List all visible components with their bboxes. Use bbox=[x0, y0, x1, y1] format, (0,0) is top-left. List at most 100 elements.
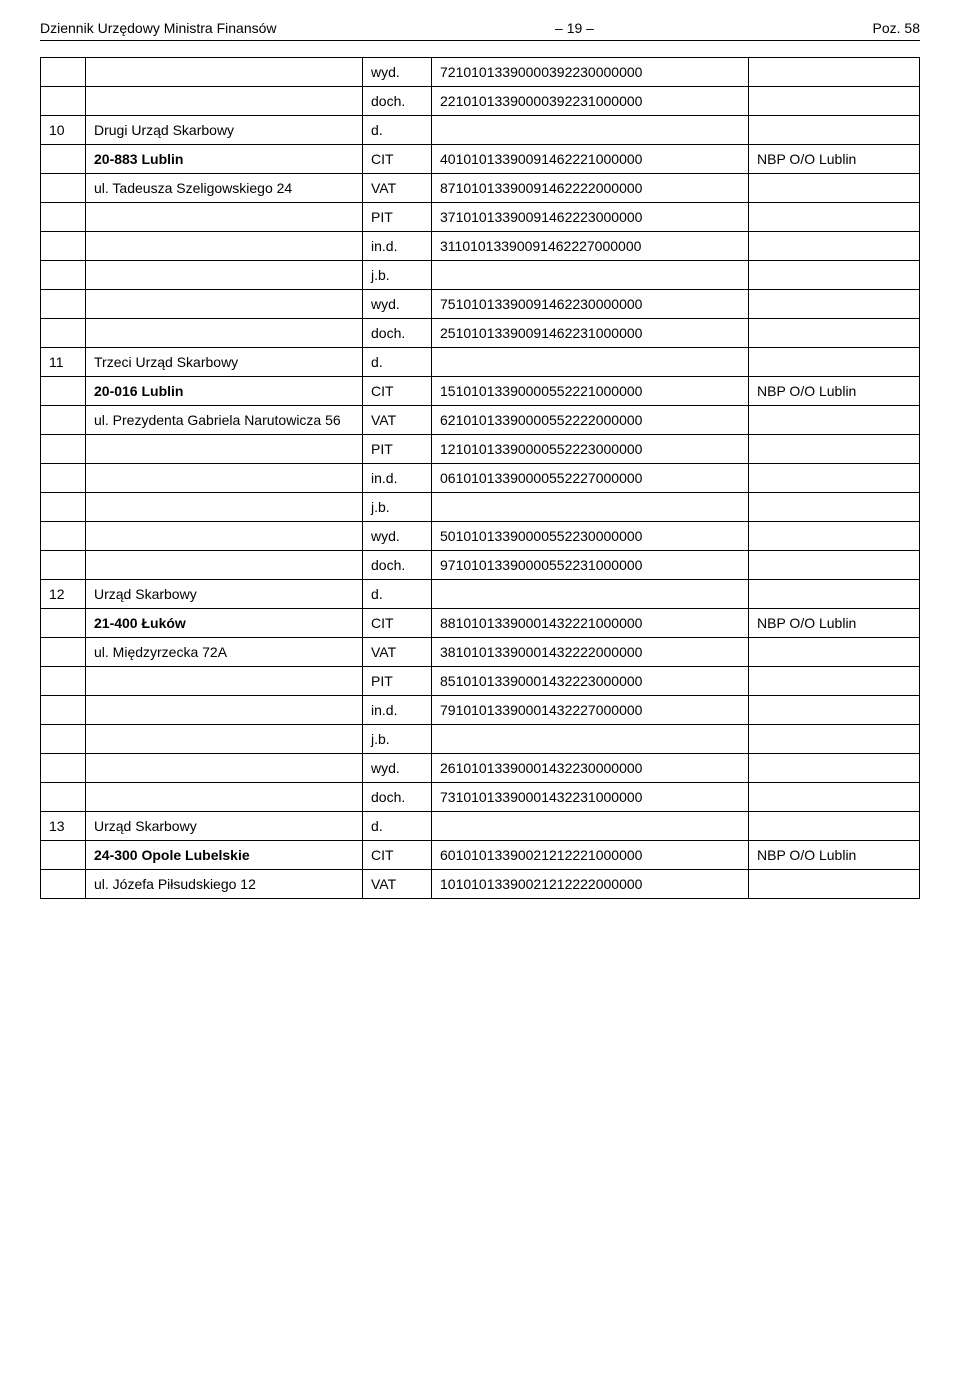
cell-number: 88101013390001432221000000 bbox=[432, 609, 749, 638]
cell-city: 21-400 Łuków bbox=[86, 609, 363, 638]
cell-title: Urząd Skarbowy bbox=[86, 580, 363, 609]
cell-bank bbox=[749, 58, 920, 87]
main-table: wyd.72101013390000392230000000doch.22101… bbox=[40, 57, 920, 899]
cell-address: ul. Prezydenta Gabriela Narutowicza 56 bbox=[86, 406, 363, 435]
table-row: PIT37101013390091462223000000 bbox=[41, 203, 920, 232]
cell-bank bbox=[749, 116, 920, 145]
table-row-title: 12Urząd Skarbowyd. bbox=[41, 580, 920, 609]
cell-name bbox=[86, 783, 363, 812]
cell-code: VAT bbox=[363, 638, 432, 667]
cell-name bbox=[86, 551, 363, 580]
cell-bank bbox=[749, 493, 920, 522]
cell-number: 12101013390000552223000000 bbox=[432, 435, 749, 464]
cell-bank bbox=[749, 261, 920, 290]
cell-idx bbox=[41, 203, 86, 232]
cell-name bbox=[86, 754, 363, 783]
cell-bank bbox=[749, 696, 920, 725]
table-row-cit: 20-883 LublinCIT401010133900914622210000… bbox=[41, 145, 920, 174]
cell-idx bbox=[41, 696, 86, 725]
cell-bank: NBP O/O Lublin bbox=[749, 145, 920, 174]
cell-code: PIT bbox=[363, 203, 432, 232]
cell-city: 24-300 Opole Lubelskie bbox=[86, 841, 363, 870]
table-row-title: 13Urząd Skarbowyd. bbox=[41, 812, 920, 841]
cell-idx bbox=[41, 667, 86, 696]
cell-bank bbox=[749, 406, 920, 435]
cell-name bbox=[86, 261, 363, 290]
table-row-cit: 24-300 Opole LubelskieCIT601010133900212… bbox=[41, 841, 920, 870]
cell-name bbox=[86, 290, 363, 319]
table-row: PIT85101013390001432223000000 bbox=[41, 667, 920, 696]
cell-name bbox=[86, 87, 363, 116]
header-right: Poz. 58 bbox=[873, 20, 920, 36]
cell-code: d. bbox=[363, 580, 432, 609]
cell-code: doch. bbox=[363, 551, 432, 580]
cell-number bbox=[432, 116, 749, 145]
cell-number: 38101013390001432222000000 bbox=[432, 638, 749, 667]
cell-idx bbox=[41, 87, 86, 116]
cell-code: j.b. bbox=[363, 493, 432, 522]
header-center: – 19 – bbox=[555, 20, 594, 36]
cell-bank bbox=[749, 754, 920, 783]
cell-bank bbox=[749, 290, 920, 319]
cell-number: 06101013390000552227000000 bbox=[432, 464, 749, 493]
table-row: j.b. bbox=[41, 725, 920, 754]
cell-bank bbox=[749, 319, 920, 348]
cell-number: 26101013390001432230000000 bbox=[432, 754, 749, 783]
cell-bank bbox=[749, 522, 920, 551]
cell-address: ul. Józefa Piłsudskiego 12 bbox=[86, 870, 363, 899]
table-row: doch.73101013390001432231000000 bbox=[41, 783, 920, 812]
table-row-vat: ul. Tadeusza Szeligowskiego 24VAT8710101… bbox=[41, 174, 920, 203]
cell-number: 10101013390021212222000000 bbox=[432, 870, 749, 899]
cell-name bbox=[86, 667, 363, 696]
cell-title: Drugi Urząd Skarbowy bbox=[86, 116, 363, 145]
cell-idx bbox=[41, 464, 86, 493]
cell-number: 79101013390001432227000000 bbox=[432, 696, 749, 725]
header-left: Dziennik Urzędowy Ministra Finansów bbox=[40, 20, 277, 36]
cell-code: VAT bbox=[363, 406, 432, 435]
table-row: in.d.31101013390091462227000000 bbox=[41, 232, 920, 261]
cell-bank bbox=[749, 174, 920, 203]
cell-code: CIT bbox=[363, 145, 432, 174]
cell-name bbox=[86, 232, 363, 261]
cell-code: wyd. bbox=[363, 754, 432, 783]
table-row: in.d.79101013390001432227000000 bbox=[41, 696, 920, 725]
cell-code: d. bbox=[363, 116, 432, 145]
cell-number bbox=[432, 348, 749, 377]
cell-bank bbox=[749, 638, 920, 667]
cell-code: CIT bbox=[363, 377, 432, 406]
cell-code: PIT bbox=[363, 435, 432, 464]
cell-idx bbox=[41, 232, 86, 261]
cell-code: VAT bbox=[363, 174, 432, 203]
cell-bank bbox=[749, 783, 920, 812]
cell-code: d. bbox=[363, 348, 432, 377]
table-row: PIT12101013390000552223000000 bbox=[41, 435, 920, 464]
cell-number bbox=[432, 580, 749, 609]
cell-idx bbox=[41, 783, 86, 812]
cell-code: wyd. bbox=[363, 58, 432, 87]
cell-idx bbox=[41, 522, 86, 551]
table-row: wyd.26101013390001432230000000 bbox=[41, 754, 920, 783]
table-row-title: 10Drugi Urząd Skarbowyd. bbox=[41, 116, 920, 145]
cell-idx: 12 bbox=[41, 580, 86, 609]
cell-code: d. bbox=[363, 812, 432, 841]
cell-bank bbox=[749, 667, 920, 696]
cell-idx: 11 bbox=[41, 348, 86, 377]
cell-idx bbox=[41, 493, 86, 522]
cell-idx bbox=[41, 58, 86, 87]
cell-number: 15101013390000552221000000 bbox=[432, 377, 749, 406]
cell-number: 73101013390001432231000000 bbox=[432, 783, 749, 812]
cell-idx bbox=[41, 435, 86, 464]
cell-number: 40101013390091462221000000 bbox=[432, 145, 749, 174]
cell-idx bbox=[41, 725, 86, 754]
cell-number: 85101013390001432223000000 bbox=[432, 667, 749, 696]
table-row: in.d.06101013390000552227000000 bbox=[41, 464, 920, 493]
cell-name bbox=[86, 696, 363, 725]
cell-number: 62101013390000552222000000 bbox=[432, 406, 749, 435]
table-row: j.b. bbox=[41, 493, 920, 522]
cell-bank: NBP O/O Lublin bbox=[749, 841, 920, 870]
table-row: doch.22101013390000392231000000 bbox=[41, 87, 920, 116]
cell-idx bbox=[41, 377, 86, 406]
table-row: doch.25101013390091462231000000 bbox=[41, 319, 920, 348]
cell-name bbox=[86, 464, 363, 493]
cell-name bbox=[86, 522, 363, 551]
